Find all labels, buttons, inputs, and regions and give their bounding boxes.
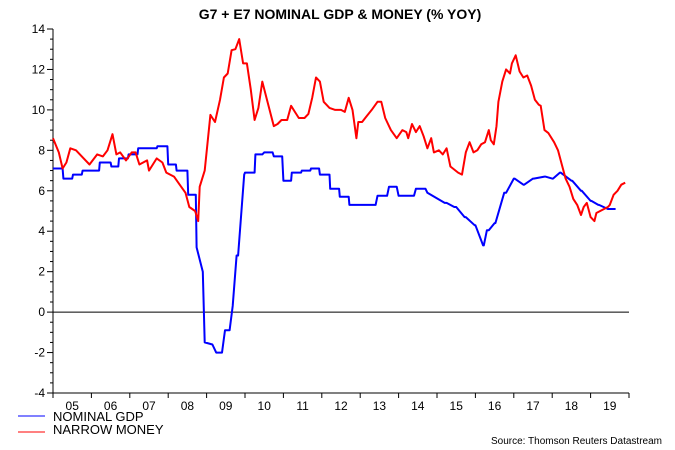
y-tick-label: 6 <box>38 184 45 198</box>
source-note: Source: Thomson Reuters Datastream <box>491 436 662 447</box>
x-tick-label: 10 <box>258 399 272 413</box>
legend-label-narrow-money: NARROW MONEY <box>53 422 164 437</box>
series-line-nominal-gdp <box>53 145 616 354</box>
x-tick-label: 05 <box>66 399 80 413</box>
x-tick-label: 12 <box>334 399 348 413</box>
axes: 14 12 10 8 6 4 2 0 -2 -4 05 06 07 08 09 10 11 12 13 14 15 16 1… <box>32 22 630 413</box>
x-tick-label: 15 <box>450 399 464 413</box>
y-tick-label: 14 <box>32 22 46 36</box>
x-tick-label: 16 <box>488 399 502 413</box>
y-tick-label: 10 <box>32 103 46 117</box>
legend-label-nominal-gdp: NOMINAL GDP <box>53 409 144 424</box>
series-line-narrow-money <box>52 38 626 223</box>
legend: NOMINAL GDP NARROW MONEY <box>18 409 164 437</box>
y-tick-label: -2 <box>34 346 45 360</box>
x-tick-label: 17 <box>526 399 540 413</box>
x-tick-label: 18 <box>565 399 579 413</box>
x-tick-label: 19 <box>603 399 617 413</box>
x-tick-label: 13 <box>373 399 387 413</box>
y-tick-label: 12 <box>32 62 46 76</box>
y-tick-label: -4 <box>34 386 45 400</box>
x-tick-label: 11 <box>296 399 309 413</box>
series-group <box>52 38 626 354</box>
y-tick-label: 0 <box>38 305 45 319</box>
x-tick-label: 06 <box>104 399 118 413</box>
x-tick-label: 09 <box>219 399 233 413</box>
y-tick-label: 4 <box>38 224 45 238</box>
chart-title: G7 + E7 NOMINAL GDP & MONEY (% YOY) <box>199 6 482 22</box>
x-tick-label: 07 <box>142 399 156 413</box>
x-tick-label: 14 <box>411 399 425 413</box>
x-tick-label: 08 <box>181 399 195 413</box>
y-tick-label: 2 <box>38 265 45 279</box>
y-tick-label: 8 <box>38 143 45 157</box>
